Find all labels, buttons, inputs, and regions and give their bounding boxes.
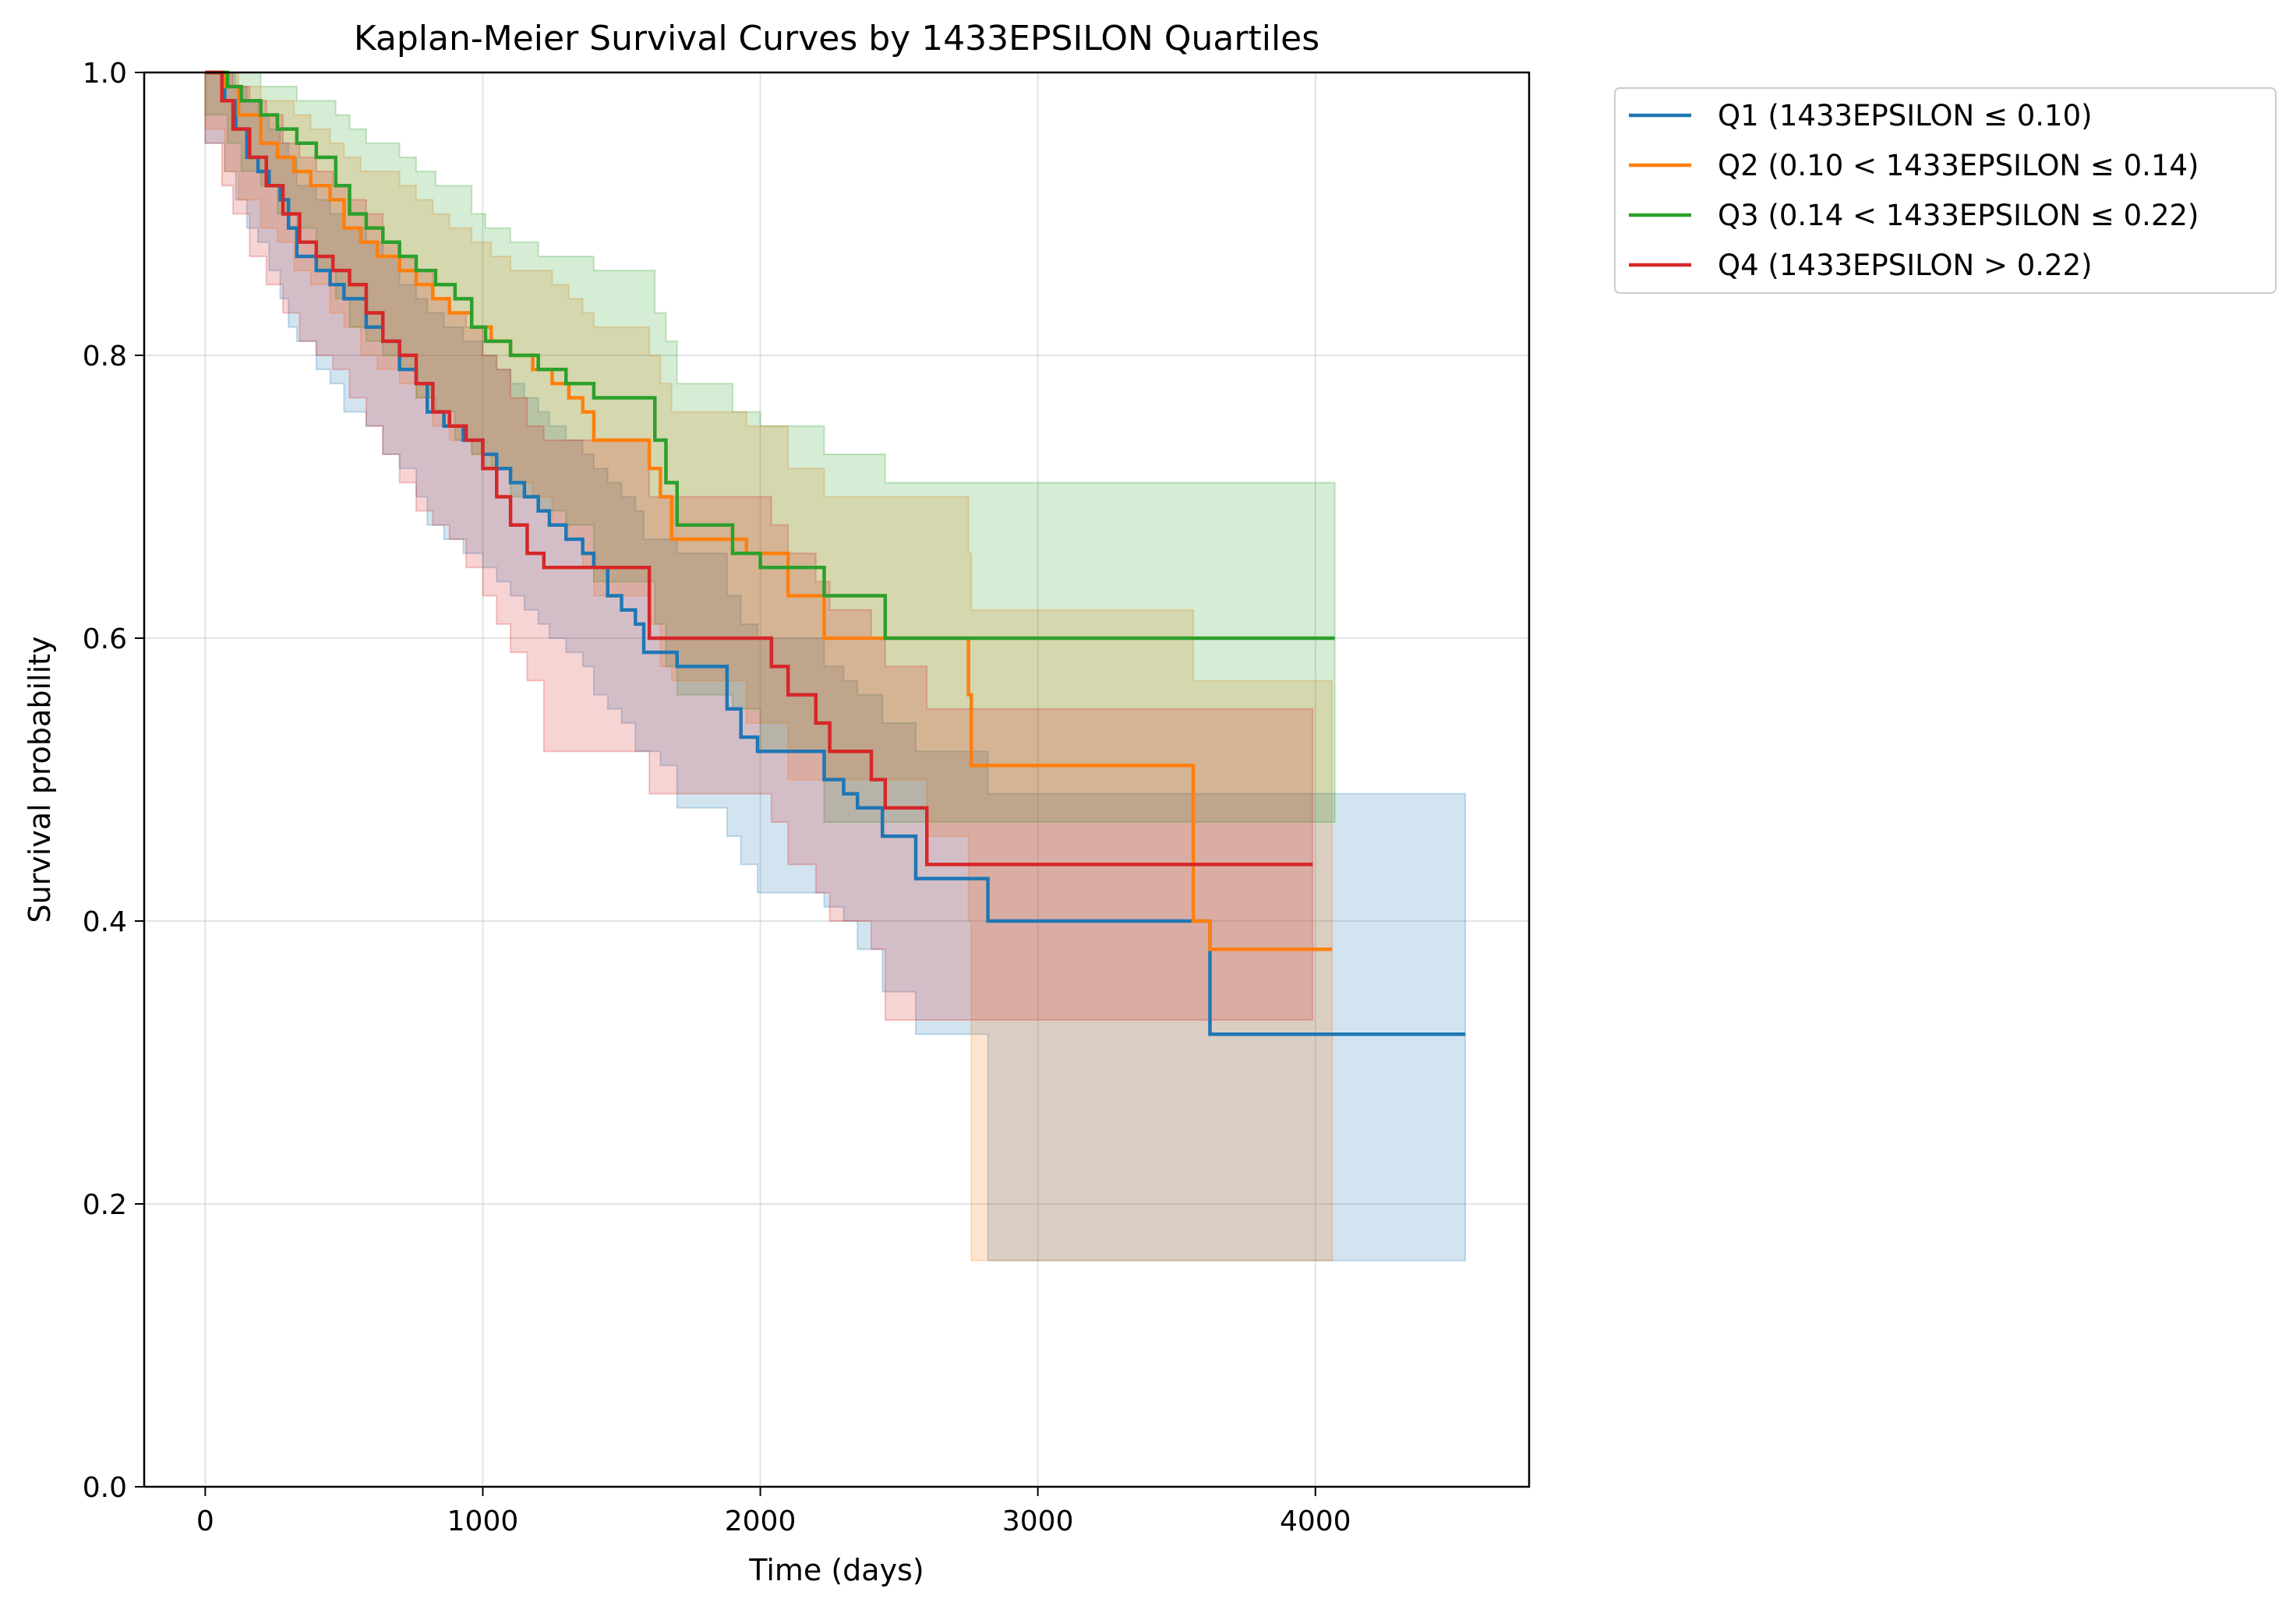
x-tick-label-0: 0 [196,1505,214,1537]
survival-line-q4 [205,70,1313,867]
ci-band-q1 [204,72,1467,1262]
legend: Q1 (1433EPSILON ≤ 0.10) Q2 (0.10 < 1433E… [1614,87,2277,294]
legend-label-q4: Q4 (1433EPSILON > 0.22) [1718,249,2093,282]
x-tick-label-2: 2000 [725,1505,797,1537]
y-tick-label-1: 0.2 [83,1189,127,1221]
x-tick-label-4: 4000 [1280,1505,1351,1537]
legend-label-q3: Q3 (0.14 < 1433EPSILON ≤ 0.22) [1718,199,2199,232]
y-tick-label-5: 1.0 [83,58,127,90]
legend-frame [1614,87,2277,294]
survival-line-q1 [205,70,1466,1036]
plot-frame [143,71,1531,1488]
x-axis-label: Time (days) [748,1553,924,1587]
legend-label-q2: Q2 (0.10 < 1433EPSILON ≤ 0.14) [1718,149,2199,182]
ci-band-q2 [204,72,1333,1262]
x-axis: 0 1000 2000 3000 4000 [196,1487,1351,1537]
x-tick-label-3: 3000 [1002,1505,1074,1537]
legend-label-q1: Q1 (1433EPSILON ≤ 0.10) [1718,99,2093,132]
confidence-bands [204,72,1467,1262]
y-tick-label-4: 0.8 [83,341,127,372]
x-tick-label-1: 1000 [447,1505,519,1537]
y-axis-label: Survival probability [23,636,57,923]
ci-band-q4 [204,72,1314,1022]
y-tick-label-3: 0.6 [83,623,127,655]
survival-line-q3 [205,70,1335,641]
series-lines [205,70,1466,1036]
y-axis: 0.0 0.2 0.4 0.6 0.8 1.0 [83,58,144,1504]
y-tick-label-2: 0.4 [83,906,127,938]
y-tick-label-0: 0.0 [83,1472,127,1504]
chart-title: Kaplan-Meier Survival Curves by 1433EPSI… [354,19,1319,58]
